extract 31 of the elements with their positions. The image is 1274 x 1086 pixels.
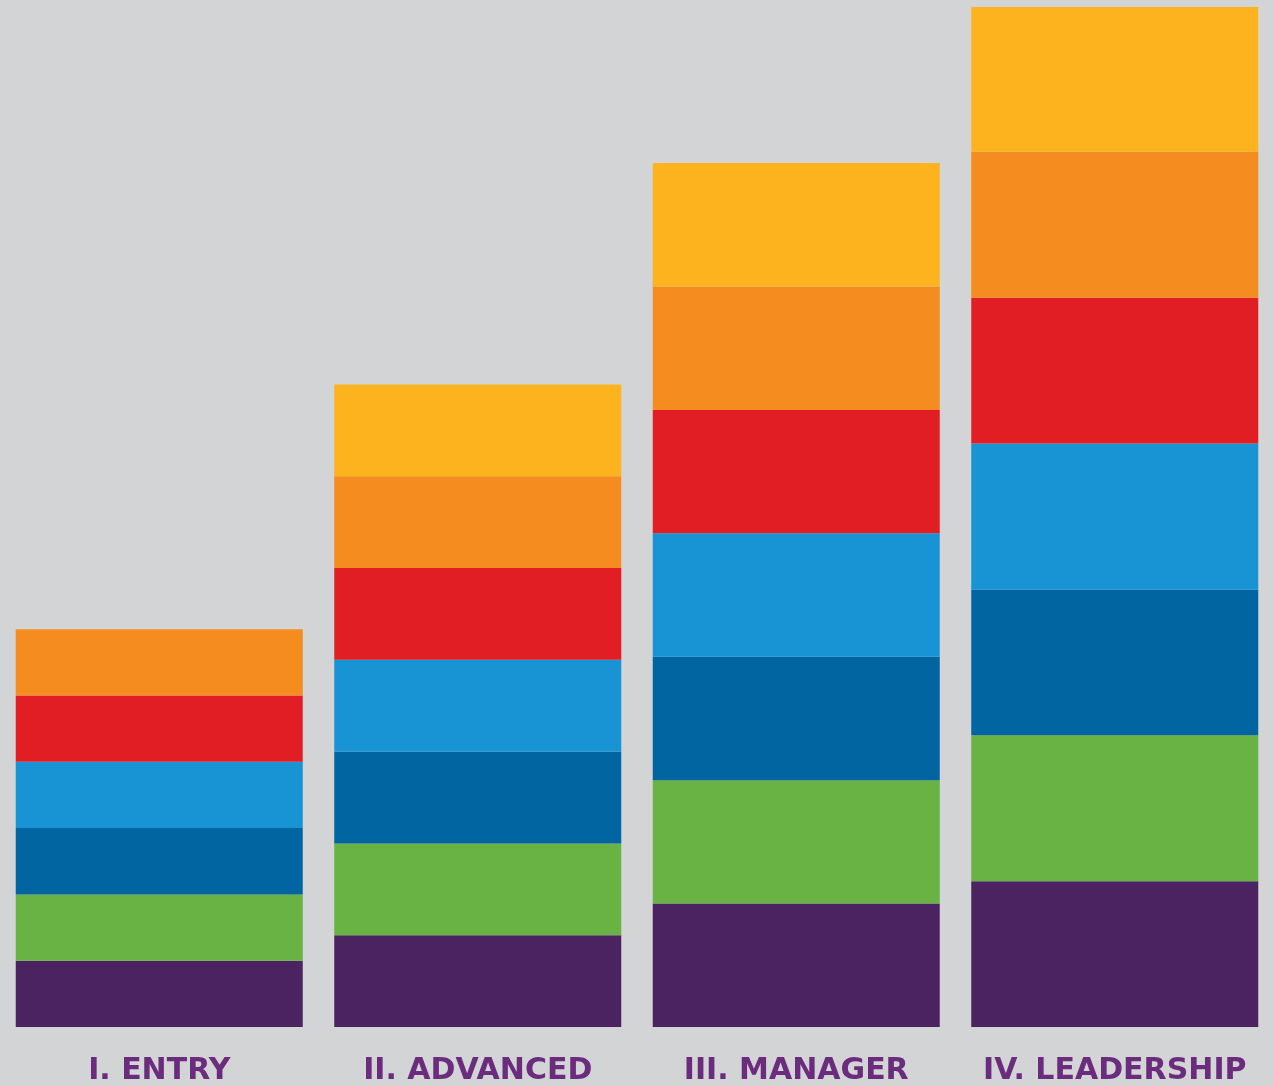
- bar: [15, 960, 303, 1027]
- bar: [334, 935, 622, 1027]
- bar: [334, 476, 622, 568]
- bar: [15, 894, 303, 961]
- bar: [652, 533, 940, 657]
- bar: [334, 384, 622, 477]
- bar: [971, 7, 1259, 152]
- bar: [334, 751, 622, 844]
- bar: [15, 695, 303, 762]
- bar: [971, 589, 1259, 736]
- bar: [971, 297, 1259, 444]
- bar: [971, 443, 1259, 590]
- bar: [971, 881, 1259, 1027]
- x-tick-label: IV. LEADERSHIP: [982, 1050, 1247, 1086]
- bar: [334, 659, 622, 752]
- bar: [15, 761, 303, 829]
- bar: [971, 151, 1259, 298]
- bar: [652, 163, 940, 287]
- bar: [15, 828, 303, 895]
- bar: [971, 735, 1259, 882]
- bar: [334, 843, 622, 936]
- x-tick-label: II. ADVANCED: [363, 1050, 593, 1086]
- bar: [652, 409, 940, 534]
- bar: [652, 780, 940, 904]
- bar: [15, 629, 303, 696]
- bar: [652, 903, 940, 1027]
- x-tick-label: III. MANAGER: [683, 1050, 909, 1086]
- bar: [652, 286, 940, 410]
- x-tick-label: I. ENTRY: [88, 1050, 232, 1086]
- bar: [652, 656, 940, 781]
- bar: [334, 568, 622, 660]
